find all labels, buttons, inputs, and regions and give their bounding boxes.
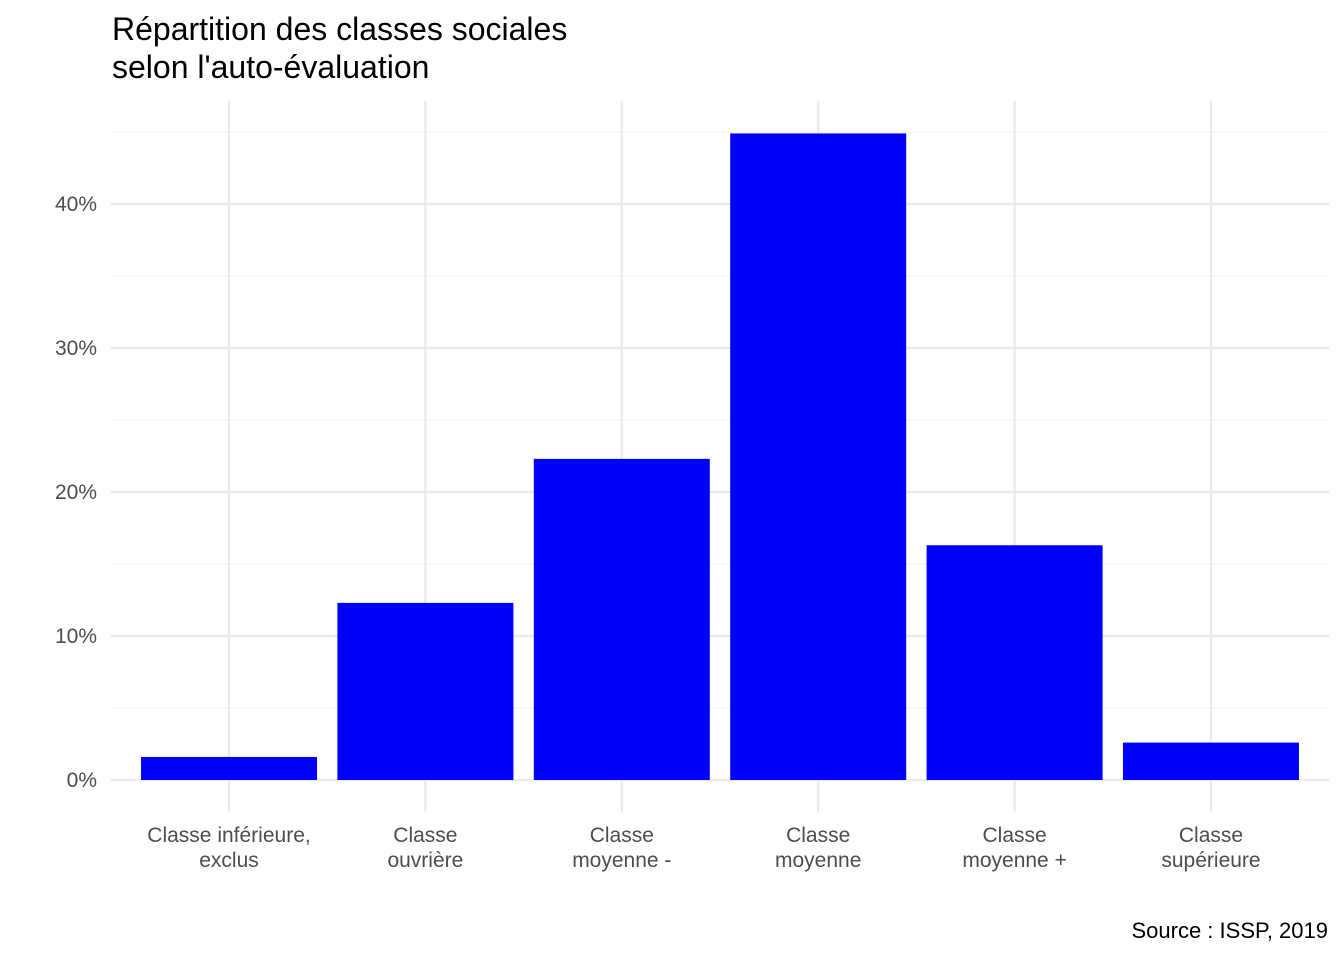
y-tick-label: 30% xyxy=(55,337,97,360)
y-tick-label: 10% xyxy=(55,625,97,648)
x-tick-label: Classe xyxy=(1179,824,1243,847)
bar-5 xyxy=(1123,742,1299,780)
chart-caption: Source : ISSP, 2019 xyxy=(1131,918,1328,943)
x-tick-label: Classe xyxy=(393,824,457,847)
y-tick-label: 40% xyxy=(55,193,97,216)
x-tick-label: supérieure xyxy=(1161,849,1260,872)
x-tick-label: moyenne - xyxy=(572,849,671,872)
x-tick-label: moyenne + xyxy=(962,849,1067,872)
bar-4 xyxy=(926,545,1103,780)
x-tick-label: Classe xyxy=(982,824,1046,847)
chart-title: Répartition des classes sociales selon l… xyxy=(112,10,567,86)
x-tick-label: ouvrière xyxy=(387,849,463,872)
x-tick-label: Classe xyxy=(786,824,850,847)
x-tick-label: Classe inférieure, xyxy=(147,824,310,847)
bar-2 xyxy=(533,458,710,780)
y-tick-label: 0% xyxy=(67,769,97,792)
chart-title-line-2: selon l'auto-évaluation xyxy=(112,49,430,85)
bar-1 xyxy=(337,602,514,780)
bar-0 xyxy=(141,756,317,780)
x-tick-label: moyenne xyxy=(775,849,861,872)
chart-title-line-1: Répartition des classes sociales xyxy=(112,11,568,47)
y-tick-label: 20% xyxy=(55,481,97,504)
x-tick-label: exclus xyxy=(199,849,259,872)
x-tick-label: Classe xyxy=(590,824,654,847)
bar-3 xyxy=(730,133,907,780)
